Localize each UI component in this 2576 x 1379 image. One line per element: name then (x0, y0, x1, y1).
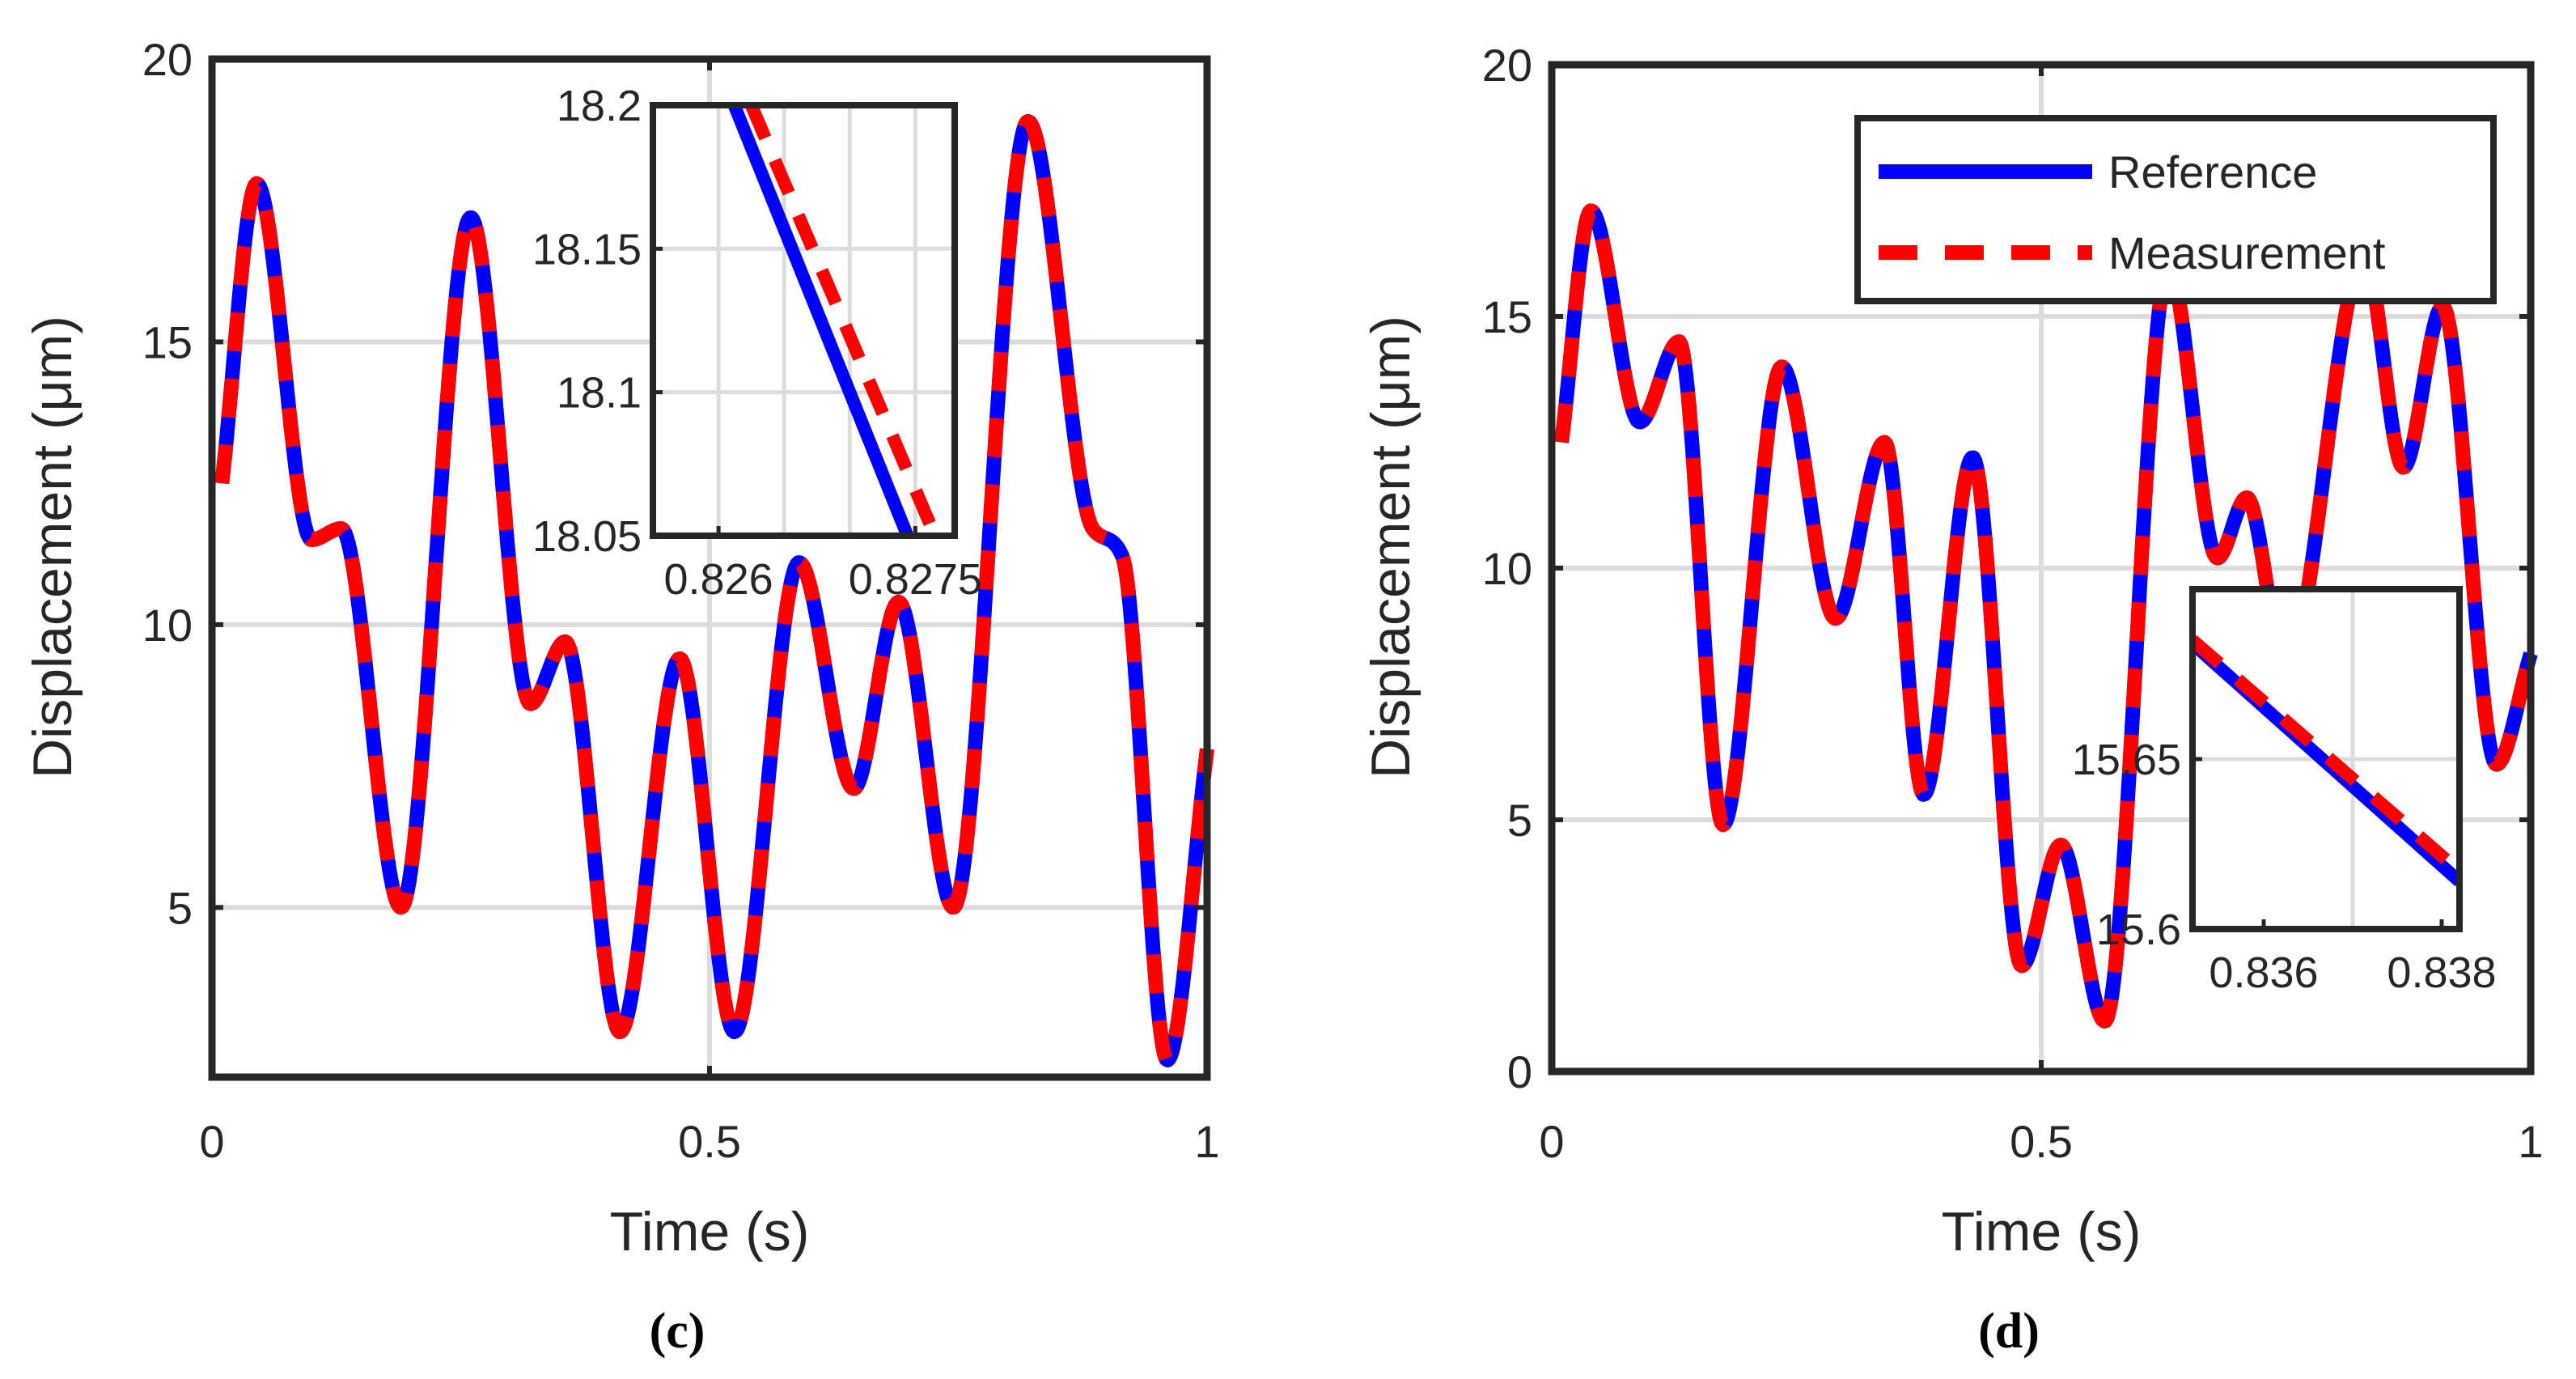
inset-xtick-label: 0.836 (2209, 948, 2318, 997)
inset-line-measurement (745, 105, 942, 536)
inset-xtick-label: 0.838 (2387, 948, 2496, 997)
ytick-label: 15 (142, 316, 193, 367)
x-axis-label: Time (s) (1942, 1201, 2142, 1262)
x-axis-label: Time (s) (610, 1201, 810, 1262)
ytick-label: 5 (1507, 795, 1532, 846)
series-line-measurement (214, 113, 1214, 1067)
inset-ytick-label: 18.15 (532, 225, 642, 274)
xtick-label: 0.5 (2010, 1116, 2073, 1167)
legend-label: Reference (2108, 146, 2317, 197)
inset-ytick-label: 18.05 (532, 512, 642, 561)
legend-box (1854, 115, 2497, 304)
y-axis-label: Displacement (μm) (1360, 316, 1421, 779)
ytick-label: 10 (142, 600, 193, 651)
inset-ytick-label: 15.6 (2096, 906, 2181, 954)
ytick-label: 20 (142, 34, 193, 85)
inset-ytick-label: 18.1 (557, 369, 642, 418)
xtick-label: 0 (199, 1116, 224, 1167)
ytick-label: 15 (1482, 291, 1532, 342)
y-axis-label: Displacement (μm) (22, 316, 83, 779)
inset-line-reference (728, 105, 914, 536)
ytick-label: 10 (1482, 543, 1532, 594)
inset-xtick-label: 0.8275 (849, 555, 982, 604)
ytick-label: 20 (1482, 40, 1532, 91)
xtick-label: 0.5 (678, 1116, 741, 1167)
inset-box (650, 102, 958, 539)
panel-caption: (c) (650, 1304, 705, 1359)
ytick-label: 5 (167, 882, 193, 933)
xtick-label: 1 (2518, 1116, 2543, 1167)
panel-caption: (d) (1978, 1304, 2040, 1359)
legend-label: Measurement (2108, 227, 2386, 278)
inset-xtick-label: 0.826 (664, 555, 773, 604)
inset-ytick-label: 18.2 (557, 82, 642, 130)
inset-ytick-label: 15.65 (2072, 736, 2181, 784)
inset-background (653, 105, 955, 536)
xtick-label: 1 (1194, 1116, 1219, 1167)
ytick-label: 0 (1507, 1046, 1532, 1097)
xtick-label: 0 (1539, 1116, 1564, 1167)
